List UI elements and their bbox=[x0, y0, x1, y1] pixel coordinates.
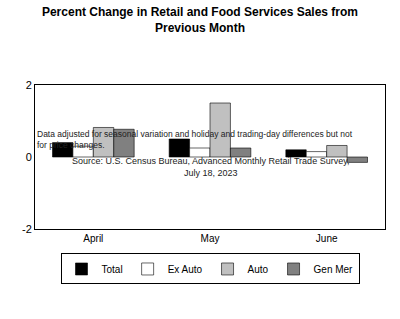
svg-text:June: June bbox=[316, 233, 338, 244]
svg-text:Percent Change in Retail and F: Percent Change in Retail and Food Servic… bbox=[42, 5, 358, 35]
svg-text:May: May bbox=[201, 233, 220, 244]
svg-text:Auto: Auto bbox=[248, 264, 269, 275]
svg-text:Source: U.S. Census Bureau, Ad: Source: U.S. Census Bureau, Advanced Mon… bbox=[72, 156, 349, 178]
svg-text:Ex Auto: Ex Auto bbox=[168, 264, 203, 275]
svg-text:-2: -2 bbox=[22, 223, 32, 235]
svg-text:0: 0 bbox=[26, 151, 32, 163]
svg-text:Data adjusted for seasonal var: Data adjusted for seasonal variation and… bbox=[37, 129, 353, 150]
svg-text:2: 2 bbox=[26, 79, 32, 91]
svg-text:April: April bbox=[83, 233, 103, 244]
svg-text:Total: Total bbox=[102, 264, 123, 275]
svg-text:Gen Mer: Gen Mer bbox=[314, 264, 354, 275]
